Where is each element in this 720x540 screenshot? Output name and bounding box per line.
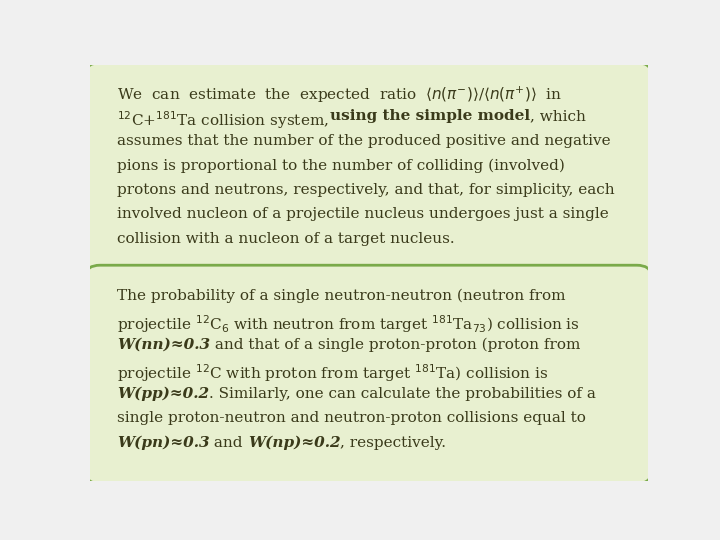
Text: We  can  estimate  the  expected  ratio  $\langle n(\pi^{-})\rangle$/$\langle n(: We can estimate the expected ratio $\lan…: [117, 85, 562, 105]
Text: collision with a nucleon of a target nucleus.: collision with a nucleon of a target nuc…: [117, 232, 454, 246]
Text: . Similarly, one can calculate the probabilities of a: . Similarly, one can calculate the proba…: [209, 387, 595, 401]
Text: projectile $^{12}$C$_6$ with neutron from target $^{181}$Ta$_{73}$) collision is: projectile $^{12}$C$_6$ with neutron fro…: [117, 313, 580, 335]
Text: W(np)≈0.2: W(np)≈0.2: [248, 436, 341, 450]
Text: using the simple model: using the simple model: [330, 109, 530, 123]
Text: involved nucleon of a projectile nucleus undergoes just a single: involved nucleon of a projectile nucleus…: [117, 207, 608, 221]
Text: single proton-neutron and neutron-proton collisions equal to: single proton-neutron and neutron-proton…: [117, 411, 585, 425]
Text: The probability of a single neutron-neutron (neutron from: The probability of a single neutron-neut…: [117, 288, 565, 303]
Text: and that of a single proton-proton (proton from: and that of a single proton-proton (prot…: [210, 338, 580, 352]
FancyBboxPatch shape: [86, 265, 651, 483]
Text: protons and neutrons, respectively, and that, for simplicity, each: protons and neutrons, respectively, and …: [117, 183, 614, 197]
Text: pions is proportional to the number of colliding (involved): pions is proportional to the number of c…: [117, 158, 564, 173]
FancyBboxPatch shape: [86, 63, 651, 281]
Text: W(nn)≈0.3: W(nn)≈0.3: [117, 338, 210, 352]
Text: W(pp)≈0.2: W(pp)≈0.2: [117, 387, 209, 401]
Text: W(pn)≈0.3: W(pn)≈0.3: [117, 436, 210, 450]
Text: , which: , which: [530, 109, 586, 123]
Text: $^{12}$C+$^{181}$Ta collision system,: $^{12}$C+$^{181}$Ta collision system,: [117, 109, 330, 131]
Text: projectile $^{12}$C with proton from target $^{181}$Ta) collision is: projectile $^{12}$C with proton from tar…: [117, 362, 548, 384]
Text: assumes that the number of the produced positive and negative: assumes that the number of the produced …: [117, 134, 611, 148]
Text: and: and: [210, 436, 248, 450]
Text: , respectively.: , respectively.: [341, 436, 446, 450]
